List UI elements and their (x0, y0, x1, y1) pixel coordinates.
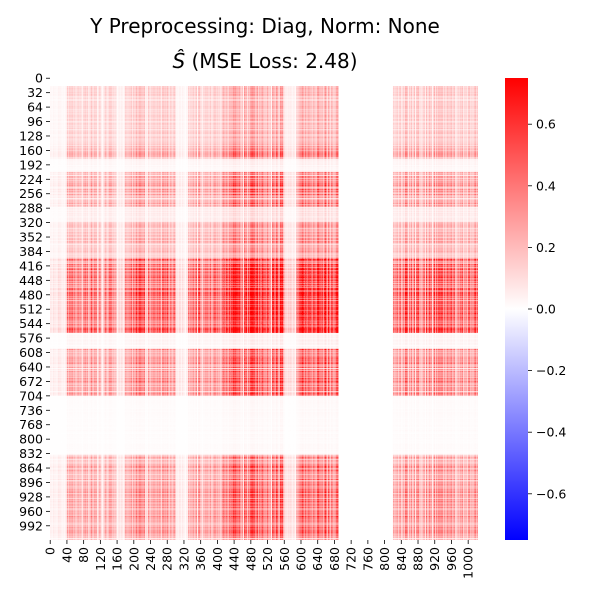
y-tick-label: 224 (19, 172, 43, 187)
heatmap-plot-area (50, 78, 478, 540)
y-tick-label: 320 (19, 215, 43, 230)
colorbar-tick-label: 0.2 (536, 240, 556, 255)
x-tick-label: 0 (43, 547, 58, 555)
x-tick-label: 920 (427, 547, 442, 571)
y-tick-label: 64 (27, 100, 43, 115)
colorbar-gradient (505, 78, 528, 540)
x-tick-label: 80 (76, 547, 91, 563)
y-tick-label: 672 (19, 374, 43, 389)
colorbar-tick-label: −0.2 (536, 363, 566, 378)
heatmap-matrix (50, 78, 478, 540)
x-tick-label: 520 (260, 547, 275, 571)
x-tick-label: 720 (344, 547, 359, 571)
x-tick-label: 600 (293, 547, 308, 571)
chart-title-line2: Ŝ (MSE Loss: 2.48) (172, 49, 357, 73)
y-tick-label: 352 (19, 230, 43, 245)
y-tick-label: 160 (19, 143, 43, 158)
y-tick-label: 960 (19, 504, 43, 519)
x-tick-label: 800 (377, 547, 392, 571)
chart-title-line1: Y Preprocessing: Diag, Norm: None (89, 14, 440, 38)
s-hat-symbol: Ŝ (172, 49, 185, 73)
x-tick-label: 960 (444, 547, 459, 571)
y-axis-ticks: 0326496128160192224256288320352384416448… (19, 71, 50, 533)
x-tick-label: 40 (59, 547, 74, 563)
y-tick-label: 896 (19, 475, 43, 490)
y-tick-label: 384 (19, 244, 43, 259)
x-tick-label: 200 (126, 547, 141, 571)
x-tick-label: 560 (277, 547, 292, 571)
y-tick-label: 544 (19, 316, 43, 331)
x-tick-label: 1000 (461, 547, 476, 579)
x-tick-label: 360 (193, 547, 208, 571)
y-tick-label: 32 (27, 85, 43, 100)
y-tick-label: 576 (19, 331, 43, 346)
y-tick-label: 288 (19, 201, 43, 216)
y-tick-label: 736 (19, 403, 43, 418)
y-tick-label: 704 (19, 388, 43, 403)
x-tick-label: 120 (93, 547, 108, 571)
x-tick-label: 880 (411, 547, 426, 571)
x-tick-label: 160 (110, 547, 125, 571)
x-tick-label: 320 (176, 547, 191, 571)
y-tick-label: 0 (35, 71, 43, 86)
x-tick-label: 440 (227, 547, 242, 571)
x-tick-label: 760 (360, 547, 375, 571)
colorbar-tick-label: −0.4 (536, 425, 566, 440)
mse-loss-text: (MSE Loss: 2.48) (185, 49, 357, 73)
x-tick-label: 840 (394, 547, 409, 571)
y-tick-label: 192 (19, 157, 43, 172)
colorbar-tick-label: −0.6 (536, 486, 566, 501)
x-tick-label: 680 (327, 547, 342, 571)
colorbar-ticks: 0.6 0.4 0.2 0.0 −0.2 −0.4 −0.6 (528, 117, 566, 501)
colorbar-tick-label: 0.6 (536, 117, 556, 132)
y-tick-label: 416 (19, 258, 43, 273)
y-tick-label: 256 (19, 186, 43, 201)
x-tick-label: 480 (243, 547, 258, 571)
x-tick-label: 280 (160, 547, 175, 571)
x-tick-label: 400 (210, 547, 225, 571)
y-tick-label: 480 (19, 287, 43, 302)
y-tick-label: 768 (19, 417, 43, 432)
y-tick-label: 992 (19, 518, 43, 533)
y-tick-label: 128 (19, 128, 43, 143)
colorbar-tick-label: 0.0 (536, 302, 556, 317)
y-tick-label: 512 (19, 302, 43, 317)
y-tick-label: 608 (19, 345, 43, 360)
y-tick-label: 832 (19, 446, 43, 461)
x-tick-label: 640 (310, 547, 325, 571)
y-tick-label: 800 (19, 432, 43, 447)
x-tick-label: 240 (143, 547, 158, 571)
y-tick-label: 864 (19, 461, 43, 476)
x-axis-ticks: 0 40 80 120 160 200 240 280 320 360 400 440 480 520 56… (43, 540, 476, 579)
y-tick-label: 928 (19, 489, 43, 504)
colorbar-tick-label: 0.4 (536, 178, 556, 193)
y-tick-label: 448 (19, 273, 43, 288)
y-tick-label: 96 (27, 114, 43, 129)
y-tick-label: 640 (19, 359, 43, 374)
colorbar: 0.6 0.4 0.2 0.0 −0.2 −0.4 −0.6 (505, 78, 566, 540)
